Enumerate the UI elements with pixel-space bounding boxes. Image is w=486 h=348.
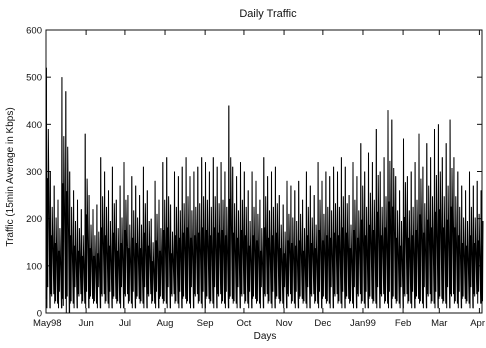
y-tick-label: 300 (26, 167, 42, 178)
y-axis-label-group: Traffic (15min Average in Kbps) (5, 107, 16, 246)
y-tick-label: 400 (26, 120, 42, 131)
chart-title: Daily Traffic (239, 8, 297, 20)
x-tick-label: Jan99 (350, 318, 376, 329)
y-tick-label: 100 (26, 261, 42, 272)
y-tick-label: 500 (26, 73, 42, 84)
x-tick-label: Dec (314, 318, 331, 329)
y-tick-label: 600 (26, 26, 42, 37)
series-line (45, 67, 484, 314)
x-axis: May98 Jun Jul Aug Sep Oct Nov Dec Jan99 Feb Mar Apr (33, 30, 485, 329)
traffic-series (45, 67, 484, 314)
x-tick-label: Oct (237, 318, 252, 329)
x-tick-label: Sep (197, 318, 214, 329)
x-tick-label: Feb (395, 318, 411, 329)
x-tick-label: May98 (33, 318, 62, 329)
y-tick-label: 0 (37, 309, 42, 320)
x-tick-label: Nov (276, 318, 293, 329)
x-tick-label: Jul (119, 318, 131, 329)
y-axis-label: Traffic (15min Average in Kbps) (5, 107, 16, 246)
x-tick-label: Jun (78, 318, 93, 329)
y-axis: 0 100 200 300 400 500 600 (26, 26, 482, 320)
x-tick-label: Aug (157, 318, 174, 329)
x-tick-label: Mar (431, 318, 447, 329)
x-tick-label: Apr (470, 318, 485, 329)
y-tick-label: 200 (26, 214, 42, 225)
x-axis-label: Days (254, 331, 277, 342)
